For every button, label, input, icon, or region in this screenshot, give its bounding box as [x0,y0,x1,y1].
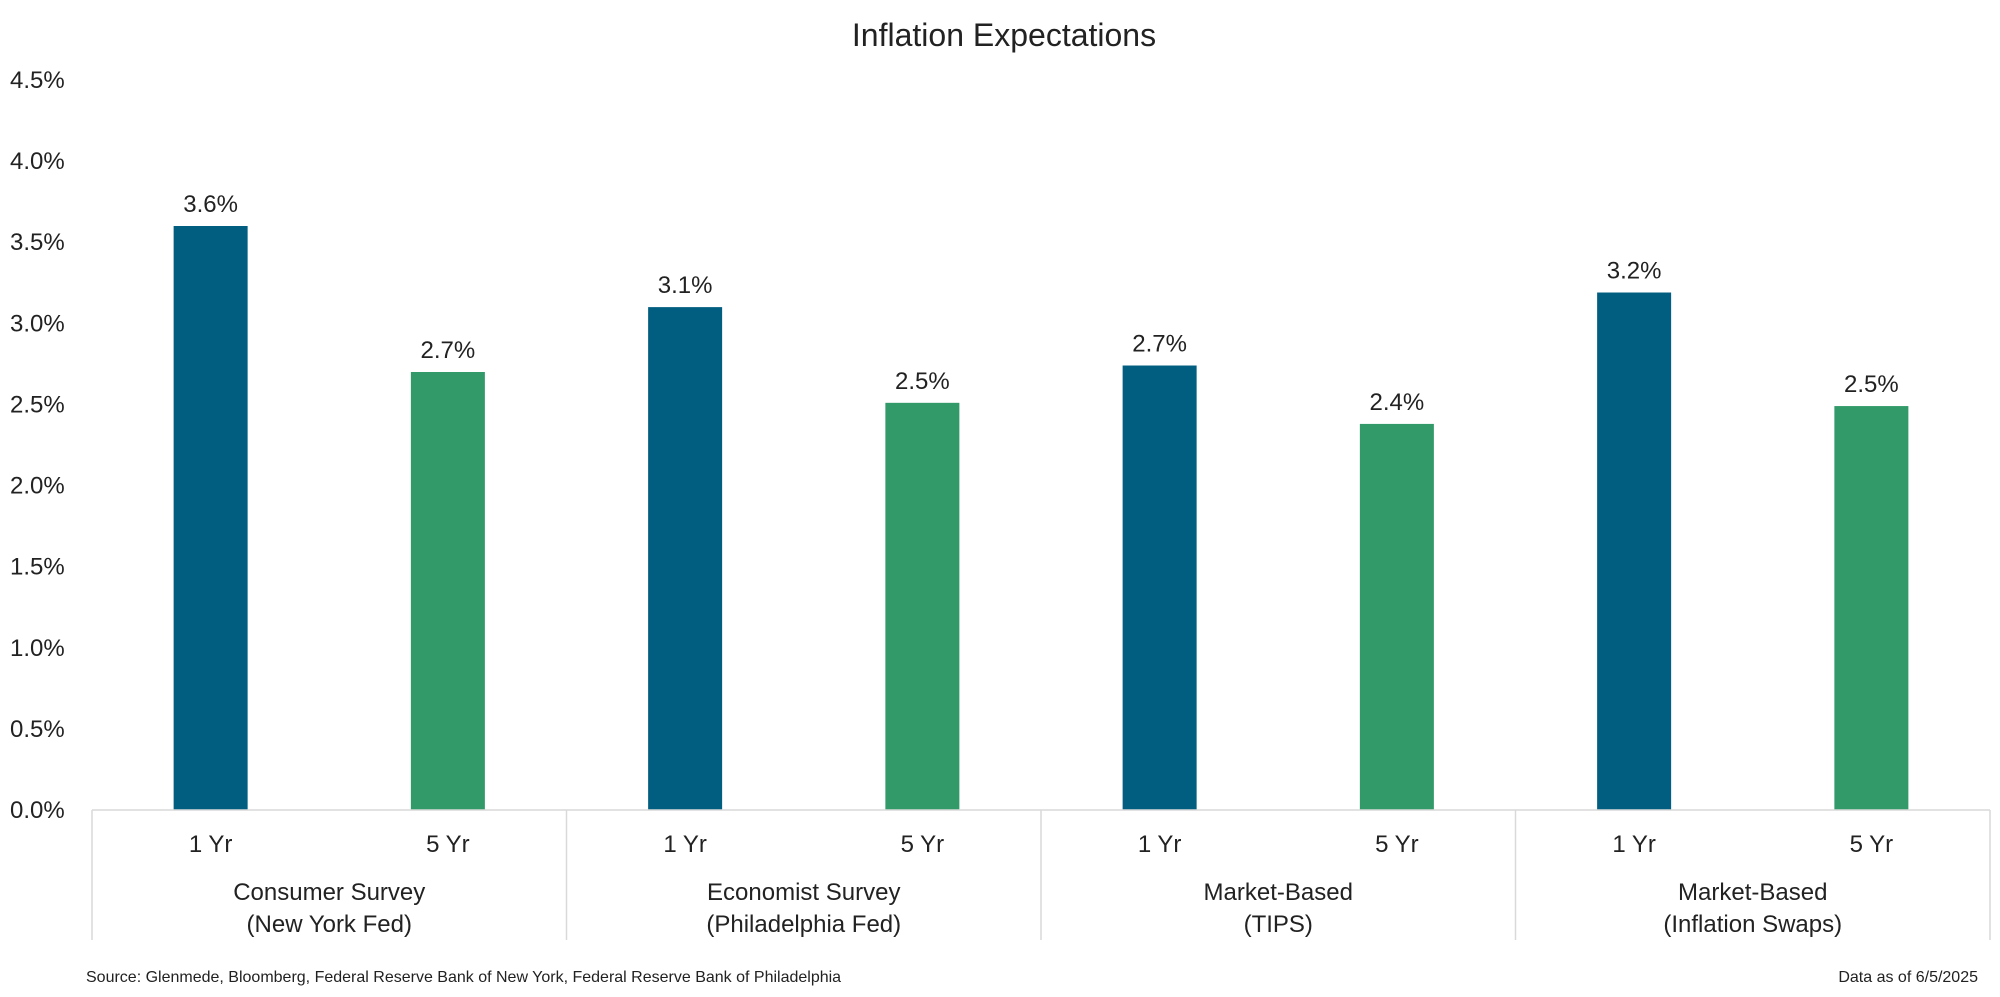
chart-title: Inflation Expectations [852,17,1156,53]
bar-1yr [1597,292,1672,810]
data-label: 3.6% [183,191,238,218]
y-tick-label: 0.5% [10,716,65,743]
y-tick-label: 4.5% [10,67,65,94]
bar-5yr [885,402,960,810]
x-tick-label: 5 Yr [1850,831,1894,858]
y-tick-label: 1.0% [10,635,65,662]
bar-1yr [648,307,723,810]
y-tick-label: 3.5% [10,229,65,256]
x-tick-label: 1 Yr [1612,831,1656,858]
group-label: (New York Fed) [247,911,412,938]
y-tick-label: 1.5% [10,554,65,581]
data-label: 2.7% [421,337,476,364]
bars: 3.6% 2.7% 3.1% 2.5% 2.7% 2.4% 3.2% 2.5% [173,191,1909,810]
source-note: Source: Glenmede, Bloomberg, Federal Res… [86,969,842,986]
y-tick-label: 0.0% [10,797,65,824]
x-tick-label: 5 Yr [1375,831,1419,858]
y-tick-label: 3.0% [10,310,65,337]
data-label: 2.5% [1844,371,1899,398]
data-label: 3.1% [658,272,713,299]
y-tick-label: 2.5% [10,391,65,418]
y-axis: 0.0% 0.5% 1.0% 1.5% 2.0% 2.5% 3.0% 3.5% 4.0% 4.5% [10,67,65,824]
data-label: 2.4% [1370,389,1425,416]
data-label: 2.5% [895,368,950,395]
group-label: (Philadelphia Fed) [706,911,901,938]
group-label: (TIPS) [1244,911,1313,938]
data-as-of-note: Data as of 6/5/2025 [1838,969,1978,986]
x-tick-label: 5 Yr [426,831,470,858]
group-label: Market-Based [1678,879,1827,906]
group-label: Market-Based [1204,879,1353,906]
data-label: 3.2% [1607,258,1662,285]
bar-5yr [1834,406,1909,810]
group-label: Economist Survey [707,879,900,906]
group-label: (Inflation Swaps) [1663,911,1842,938]
x-tick-label: 5 Yr [901,831,945,858]
bar-5yr [410,372,485,810]
x-tick-label: 1 Yr [189,831,233,858]
bar-1yr [173,226,248,810]
y-tick-label: 4.0% [10,148,65,175]
bar-chart: Inflation Expectations 0.0% 0.5% 1.0% 1.5% 2… [10,17,1991,940]
data-label: 2.7% [1132,331,1187,358]
x-tick-label: 1 Yr [663,831,707,858]
y-tick-label: 2.0% [10,473,65,500]
bar-5yr [1359,423,1434,810]
x-tick-label: 1 Yr [1138,831,1182,858]
group-label: Consumer Survey [233,879,425,906]
bar-1yr [1122,365,1197,810]
